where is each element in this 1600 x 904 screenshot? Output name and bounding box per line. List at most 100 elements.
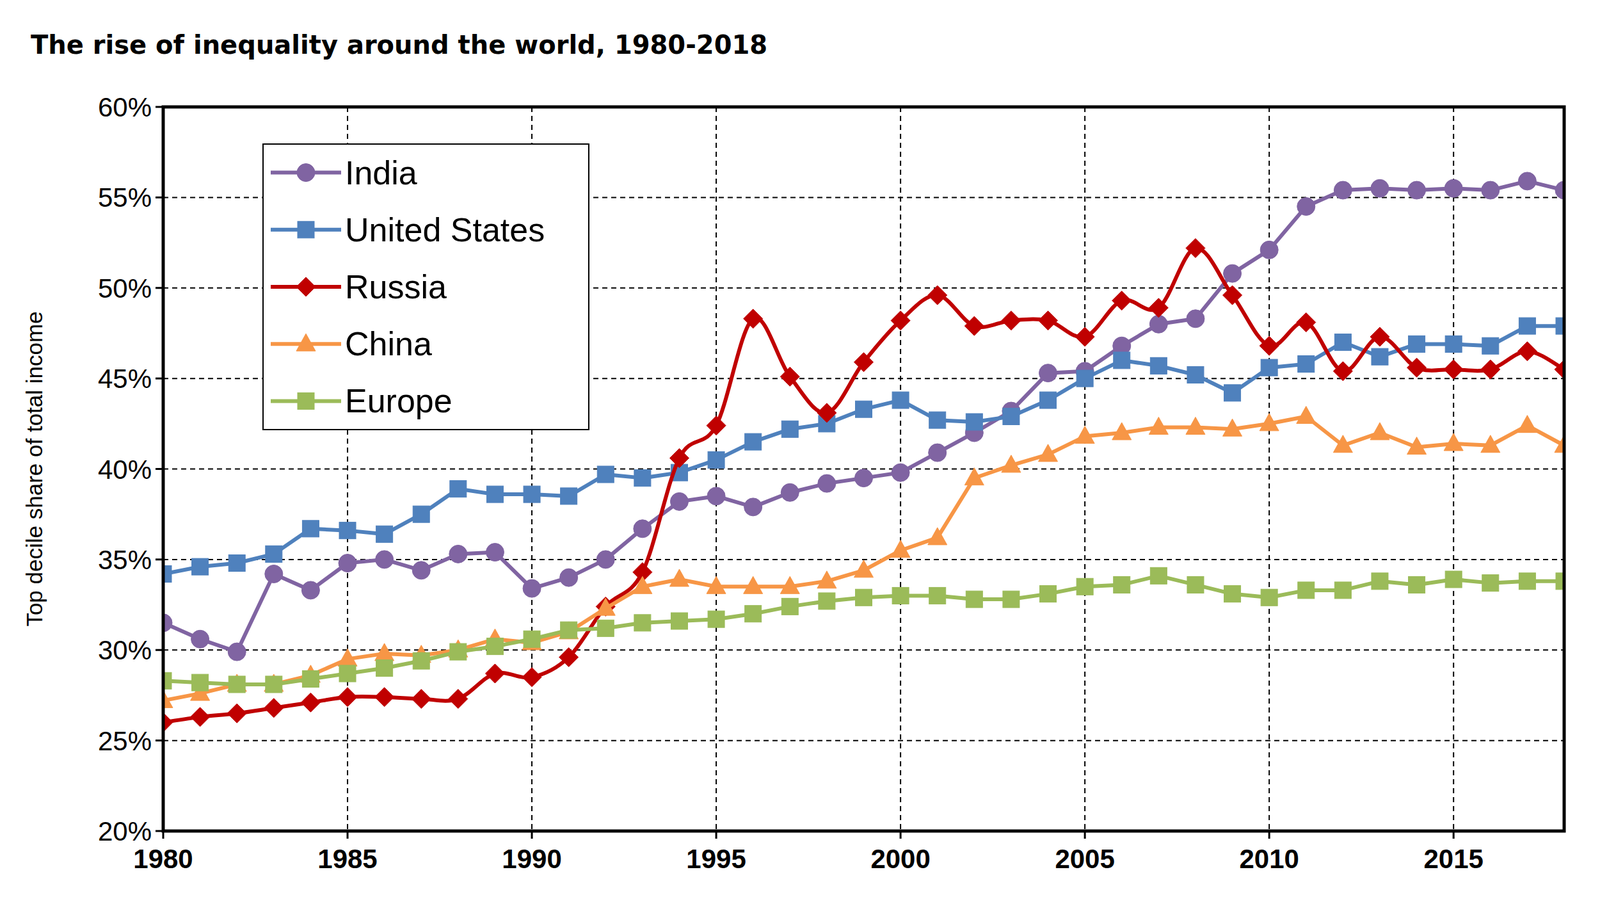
data-point (300, 692, 320, 712)
data-point (929, 411, 946, 429)
data-point (669, 568, 689, 587)
data-point (1370, 327, 1390, 347)
x-tick-label: 2000 (870, 843, 930, 874)
data-point (338, 554, 357, 573)
data-point (1480, 359, 1501, 379)
data-point (1296, 312, 1316, 332)
data-point (1297, 197, 1316, 216)
data-point (743, 309, 763, 329)
data-point (264, 698, 284, 718)
data-point (337, 648, 358, 666)
data-point (855, 588, 873, 606)
data-point (523, 485, 541, 503)
data-point (706, 416, 726, 436)
data-point (1039, 364, 1058, 383)
data-point (375, 550, 394, 569)
data-point (448, 689, 468, 709)
data-point (1113, 352, 1131, 369)
data-point (1371, 572, 1389, 590)
data-point (928, 527, 948, 545)
data-point (1443, 433, 1464, 451)
data-point (227, 703, 247, 723)
y-tick-label: 50% (97, 273, 152, 304)
data-point (1407, 357, 1427, 377)
data-point (191, 629, 210, 648)
y-tick-label: 20% (97, 816, 152, 847)
data-point (449, 643, 467, 660)
title: The rise of inequality around the world,… (30, 30, 768, 60)
data-point (412, 652, 430, 669)
data-point (1370, 422, 1390, 440)
grid-line (715, 106, 717, 831)
grid-line (1084, 106, 1086, 831)
legend: IndiaUnited StatesRussiaChinaEurope (263, 144, 589, 430)
data-point (522, 667, 542, 687)
data-point (1001, 311, 1021, 331)
data-point (1333, 181, 1352, 200)
series (163, 567, 1565, 693)
data-point (449, 544, 468, 563)
data-point (1224, 384, 1241, 402)
data-point (891, 463, 910, 482)
data-point (1480, 435, 1501, 453)
data-point (964, 316, 984, 336)
data-point (1482, 574, 1499, 592)
grid-line (163, 648, 1565, 651)
x-tick-label: 2010 (1239, 843, 1299, 874)
x-tick-label: 1995 (686, 843, 746, 874)
data-point (1223, 285, 1243, 305)
data-point (670, 492, 688, 511)
legend-label: United States (344, 211, 545, 249)
data-point (1150, 567, 1167, 584)
data-point (818, 592, 836, 610)
y-tick-label: 25% (97, 725, 152, 756)
data-point (1296, 406, 1316, 424)
data-point (596, 550, 615, 569)
data-point (523, 630, 541, 648)
data-point (1444, 179, 1463, 198)
data-point (375, 643, 395, 661)
legend-box (263, 144, 589, 430)
data-point (265, 545, 283, 562)
data-point (707, 487, 726, 505)
data-point (817, 403, 837, 423)
legend-marker (296, 333, 316, 351)
data-point (1002, 408, 1020, 425)
data-point (412, 505, 430, 523)
data-point (1408, 335, 1426, 352)
data-point (743, 576, 763, 594)
series-line (163, 575, 1565, 685)
data-point (780, 366, 800, 386)
x-tick-label: 1980 (133, 843, 193, 874)
data-point (560, 621, 578, 639)
y-tick-label: 60% (97, 92, 152, 123)
data-point (1370, 179, 1389, 198)
data-point (1517, 415, 1537, 433)
data-point (522, 579, 541, 598)
data-point (929, 586, 946, 604)
data-point (192, 673, 209, 691)
data-point (669, 448, 689, 468)
legend-marker (297, 392, 315, 409)
data-point (1407, 437, 1427, 455)
data-point (780, 576, 800, 594)
legend-label: India (344, 154, 418, 192)
data-point (1076, 577, 1094, 595)
data-point (1040, 585, 1057, 603)
data-point (817, 570, 837, 589)
data-point (1223, 418, 1243, 436)
legend-label: China (344, 325, 432, 363)
data-point (1001, 455, 1021, 473)
y-axis-label: Top decile share of total income (21, 311, 47, 626)
series (163, 317, 1565, 582)
data-point (301, 581, 320, 600)
data-point (1259, 413, 1279, 431)
data-point (707, 451, 725, 468)
data-point (1113, 576, 1131, 593)
data-point (1224, 585, 1241, 603)
x-tick-label: 1985 (317, 843, 377, 874)
data-point (890, 540, 911, 558)
data-point (190, 707, 210, 727)
x-tick-label: 1990 (501, 843, 562, 874)
data-point (485, 663, 505, 683)
